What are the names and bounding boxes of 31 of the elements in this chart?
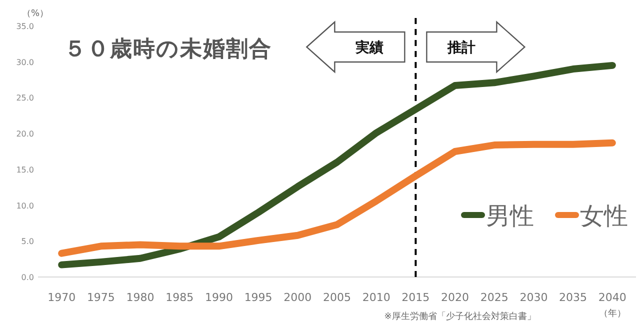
legend-label: 女性 <box>580 202 628 230</box>
annotation: 推計 <box>446 40 476 56</box>
x-tick-label: 2025 <box>480 291 508 304</box>
legend-label: 男性 <box>486 202 534 230</box>
text: ５０歳時の未婚割合 <box>64 37 272 62</box>
y-tick-label: 20.0 <box>16 130 34 139</box>
x-tick-label: 1980 <box>126 291 154 304</box>
annotation: 実績 <box>356 39 384 56</box>
x-tick-label: 2015 <box>402 291 430 304</box>
y-tick-label: 35.0 <box>16 22 34 31</box>
y-tick-label: 15.0 <box>16 165 34 174</box>
x-tick-label: 2030 <box>520 291 548 304</box>
y-tick-label: 0.0 <box>21 273 34 282</box>
text: ※厚生労働省「少子化社会対策白書」 <box>384 311 536 322</box>
x-tick-label: 1970 <box>48 291 76 304</box>
x-tick-label: 2035 <box>559 291 588 304</box>
y-tick-label: 30.0 <box>16 58 34 67</box>
x-tick-label: 1985 <box>166 291 194 304</box>
x-tick-label: 1975 <box>86 291 115 304</box>
x-tick-label: 2040 <box>598 291 626 304</box>
y-tick-label: 25.0 <box>16 94 34 103</box>
y-tick-label: 10.0 <box>16 201 34 210</box>
x-tick-label: 1995 <box>244 291 272 304</box>
x-axis-title: （年） <box>598 308 626 319</box>
y-axis-title: （%） <box>22 9 49 19</box>
x-tick-label: 2005 <box>323 291 351 304</box>
x-tick-label: 1990 <box>204 291 233 304</box>
x-tick-label: 2020 <box>441 291 470 304</box>
y-tick-label: 5.0 <box>21 237 34 246</box>
x-tick-label: 2000 <box>284 291 312 304</box>
x-tick-label: 2010 <box>362 291 390 304</box>
